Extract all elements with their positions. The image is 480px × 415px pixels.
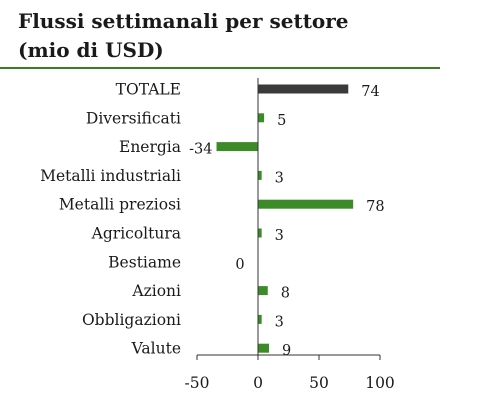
bar [258,84,349,94]
bar [258,113,265,123]
data-label: 3 [275,228,284,244]
x-tick-label: -50 [185,374,210,392]
category-label: Metalli preziosi [59,196,181,214]
data-label: 3 [275,314,284,330]
chart-title-line1: Flussi settimanali per settore [18,9,349,33]
x-tick-label: 100 [365,374,395,392]
data-label: 3 [275,170,284,186]
bar [258,314,262,324]
bar [216,142,258,152]
data-label: 5 [277,113,286,129]
category-label: Diversificati [86,109,181,127]
category-label: Metalli industriali [40,167,181,185]
category-label: Agricoltura [91,225,181,243]
bar [258,199,354,209]
data-label: 0 [235,257,244,273]
data-label: -34 [189,142,212,158]
bar [258,286,268,296]
data-label: 8 [281,286,290,302]
category-label: TOTALE [116,81,181,99]
data-label: 78 [366,199,384,215]
category-label: Azioni [131,282,181,300]
data-label: 9 [282,343,291,359]
bar [258,343,269,353]
title-divider [0,67,440,69]
category-label: Obbligazioni [82,311,181,329]
data-label: 74 [361,84,379,100]
category-label: Bestiame [108,253,181,271]
category-label: Valute [131,340,181,358]
bar [258,170,262,180]
x-tick-label: 0 [253,374,263,392]
category-label: Energia [119,138,181,156]
x-tick-label: 50 [309,374,329,392]
bar [258,228,262,238]
chart-title-line2: (mio di USD) [18,38,164,62]
